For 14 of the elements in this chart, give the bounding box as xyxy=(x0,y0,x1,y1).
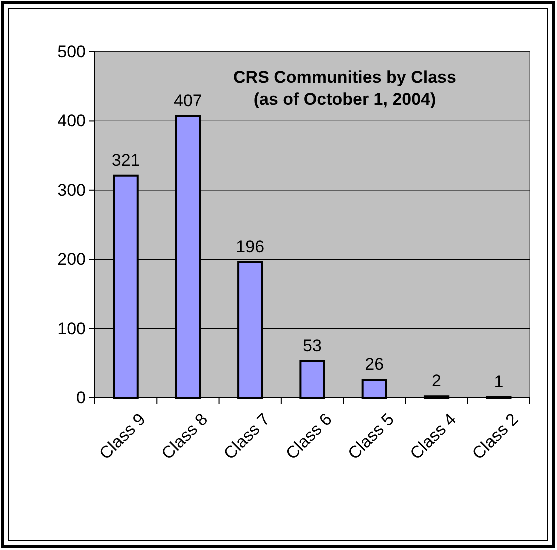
y-tick-label: 0 xyxy=(76,388,86,408)
data-label: 196 xyxy=(236,237,265,256)
data-label: 26 xyxy=(365,355,384,374)
y-tick-label: 100 xyxy=(58,319,86,338)
data-label: 1 xyxy=(494,372,504,392)
data-label: 407 xyxy=(174,91,202,110)
text: CRS Communities by Class (as of October 1, 2004) xyxy=(234,68,456,109)
data-label: 53 xyxy=(303,336,322,356)
y-tick-label: 500 xyxy=(58,42,86,62)
y-tick-label: 200 xyxy=(58,250,86,270)
data-label: 321 xyxy=(112,150,140,170)
y-tick-label: 300 xyxy=(58,180,86,200)
y-tick-label: 400 xyxy=(58,112,86,131)
data-label: 2 xyxy=(432,372,442,391)
